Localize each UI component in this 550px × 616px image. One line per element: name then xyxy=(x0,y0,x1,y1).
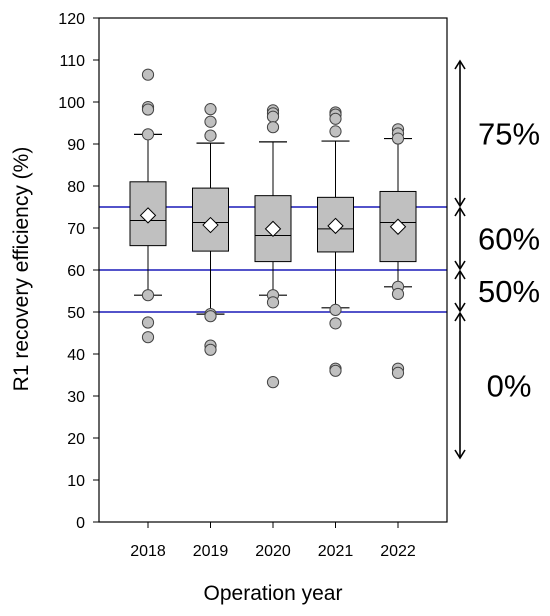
y-tick-label: 40 xyxy=(67,347,85,364)
x-tick-label: 2021 xyxy=(318,543,354,560)
range-label: 75% xyxy=(478,117,540,152)
y-tick-label: 50 xyxy=(67,305,85,322)
y-tick-label: 80 xyxy=(67,179,85,196)
outlier-point xyxy=(266,121,280,134)
mean-marker xyxy=(202,216,219,234)
outlier-point xyxy=(141,68,155,81)
outlier-point xyxy=(391,132,405,145)
arrow-head-down xyxy=(454,197,466,208)
range-label: 60% xyxy=(478,222,540,257)
box-iqr xyxy=(317,196,354,253)
range-arrow-group: 60% xyxy=(454,206,540,271)
outlier-point xyxy=(141,331,155,344)
x-axis-title: Operation year xyxy=(204,582,343,605)
x-tick-label: 2022 xyxy=(380,543,416,560)
box-group xyxy=(379,123,417,379)
outlier-point xyxy=(204,129,217,142)
x-tick-label: 2020 xyxy=(255,543,291,560)
y-axis-title: R1 recovery efficiency (%) xyxy=(10,147,33,392)
outlier-point xyxy=(141,289,155,302)
outlier-point xyxy=(266,376,280,389)
mean-marker xyxy=(327,217,344,235)
y-tick-label: 60 xyxy=(67,263,85,280)
range-label: 50% xyxy=(478,274,540,309)
outlier-point xyxy=(204,103,217,116)
arrow-head-up xyxy=(454,59,466,70)
outlier-point xyxy=(141,128,155,141)
box-group xyxy=(129,68,167,344)
box-group xyxy=(317,106,354,377)
outlier-point xyxy=(329,112,342,125)
x-tick-label: 2019 xyxy=(193,543,229,560)
range-arrow-group: 75% xyxy=(454,59,540,208)
outlier-point xyxy=(329,364,342,377)
arrow-head-up xyxy=(454,269,466,280)
range-annotations: 75% 60% 50% 0% xyxy=(454,59,540,460)
arrow-head-down xyxy=(454,302,466,313)
range-arrow-group: 0% xyxy=(454,311,532,460)
outlier-point xyxy=(329,303,342,316)
arrow-head-down xyxy=(454,449,466,460)
y-tick-label: 120 xyxy=(58,11,85,28)
box-series xyxy=(129,68,417,389)
y-tick-label: 100 xyxy=(58,95,85,112)
outlier-point xyxy=(329,125,342,138)
arrow-head-down xyxy=(454,260,466,271)
y-tick-label: 70 xyxy=(67,221,85,238)
y-tick-label: 20 xyxy=(67,431,85,448)
y-tick-label: 30 xyxy=(67,389,85,406)
y-tick-label: 90 xyxy=(67,137,85,154)
range-label: 0% xyxy=(487,369,532,404)
y-tick-label: 110 xyxy=(59,53,85,70)
x-tick-label: 2018 xyxy=(130,543,166,560)
outlier-point xyxy=(141,316,155,329)
x-axis: 2018 2019 2020 2021 2022 xyxy=(130,522,416,560)
outlier-point xyxy=(391,287,405,301)
mean-marker xyxy=(264,220,282,238)
y-tick-label: 10 xyxy=(67,473,85,490)
outlier-point xyxy=(204,343,217,356)
outlier-point xyxy=(329,317,342,330)
mean-marker xyxy=(139,207,157,224)
y-tick-label: 0 xyxy=(76,515,85,532)
box-group xyxy=(254,104,292,389)
arrow-head-up xyxy=(454,311,466,322)
outlier-point xyxy=(141,103,155,116)
y-axis: 0 10 20 30 40 50 60 70 80 90 100 110 120 xyxy=(58,11,99,532)
range-arrow-group: 50% xyxy=(454,269,540,313)
outlier-point xyxy=(266,296,280,309)
mean-marker xyxy=(389,218,407,235)
outlier-point xyxy=(204,310,217,323)
arrow-head-up xyxy=(454,206,466,217)
outlier-point xyxy=(204,115,217,128)
outlier-point xyxy=(266,110,280,123)
outlier-point xyxy=(391,366,405,379)
box-group xyxy=(192,103,229,356)
